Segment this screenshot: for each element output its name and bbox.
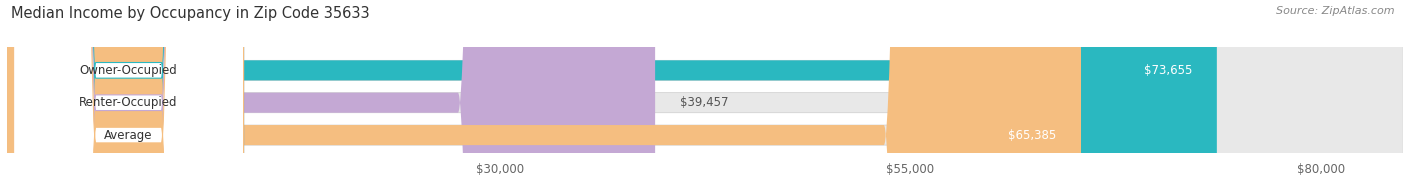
Text: Renter-Occupied: Renter-Occupied [79, 96, 177, 109]
FancyBboxPatch shape [14, 0, 243, 196]
Text: $65,385: $65,385 [1008, 129, 1056, 142]
Text: Owner-Occupied: Owner-Occupied [80, 64, 177, 77]
Text: $39,457: $39,457 [679, 96, 728, 109]
FancyBboxPatch shape [7, 0, 1403, 196]
FancyBboxPatch shape [7, 0, 1216, 196]
Text: Average: Average [104, 129, 153, 142]
FancyBboxPatch shape [7, 0, 1081, 196]
FancyBboxPatch shape [7, 0, 655, 196]
FancyBboxPatch shape [14, 0, 243, 196]
Text: $73,655: $73,655 [1144, 64, 1192, 77]
FancyBboxPatch shape [14, 0, 243, 196]
Text: Source: ZipAtlas.com: Source: ZipAtlas.com [1277, 6, 1395, 16]
FancyBboxPatch shape [7, 0, 1403, 196]
Text: Median Income by Occupancy in Zip Code 35633: Median Income by Occupancy in Zip Code 3… [11, 6, 370, 21]
FancyBboxPatch shape [7, 0, 1403, 196]
